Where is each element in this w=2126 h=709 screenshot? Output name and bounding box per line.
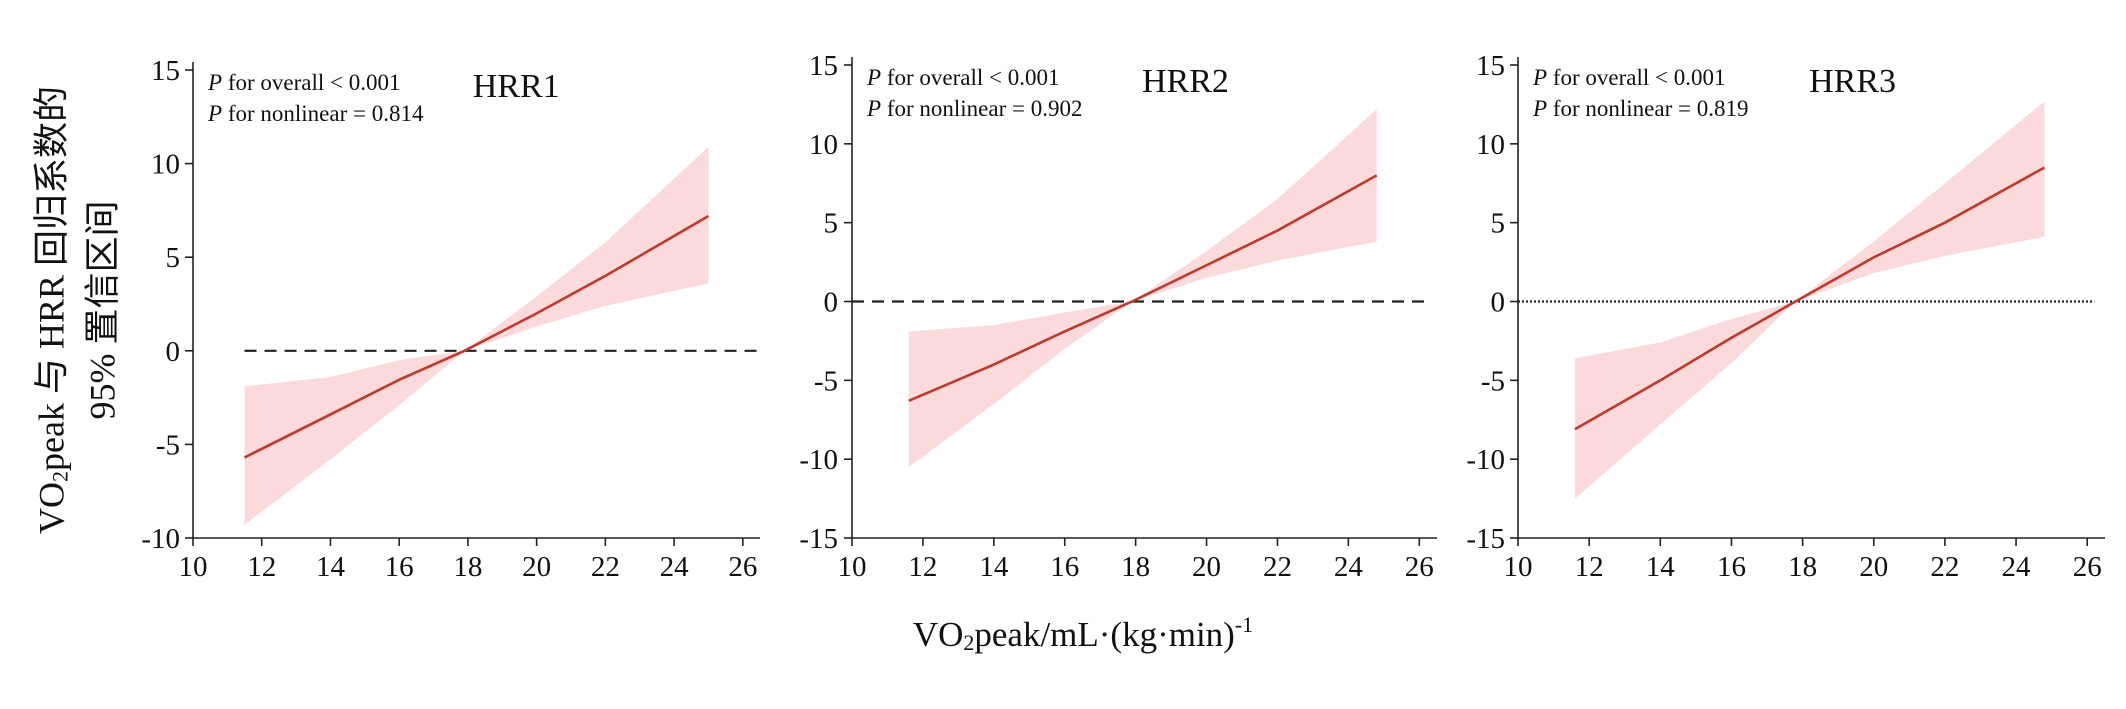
x-tick-label: 16 — [1050, 551, 1079, 583]
x-tick-label: 18 — [1121, 551, 1150, 583]
x-tick-label: 22 — [1263, 551, 1292, 583]
panel-title: HRR1 — [473, 68, 560, 105]
y-tick-label: 5 — [1491, 208, 1506, 240]
y-tick-label: 15 — [1476, 50, 1505, 82]
y-tick-label: -5 — [814, 365, 838, 397]
x-tick-label: 16 — [385, 551, 414, 583]
x-tick-label: 24 — [2002, 551, 2032, 583]
confidence-band — [1574, 101, 2045, 499]
x-tick-label: 26 — [728, 551, 757, 583]
x-axis-label: VO2peak/mL·(kg·min)-1 — [912, 612, 1254, 655]
x-tick-label: 20 — [522, 551, 551, 583]
y-tick-label: -15 — [799, 523, 838, 555]
y-tick-label: 5 — [824, 208, 839, 240]
x-tick-label: 22 — [591, 551, 620, 583]
confidence-band — [244, 146, 709, 525]
y-tick-label: -5 — [1481, 365, 1505, 397]
panel-title: HRR3 — [1809, 63, 1896, 100]
fitted-line — [243, 214, 710, 459]
y-tick-label: 10 — [809, 129, 838, 161]
y-tick-label: -10 — [799, 444, 838, 476]
x-tick-label: 24 — [660, 551, 690, 583]
x-tick-label: 20 — [1192, 551, 1221, 583]
p-value-annotation: P for nonlinear = 0.819 — [1532, 96, 1748, 121]
x-tick-label: 18 — [453, 551, 482, 583]
y-tick-label: -10 — [1466, 444, 1505, 476]
x-tick-label: 16 — [1717, 551, 1746, 583]
y-tick-label: -5 — [156, 429, 180, 461]
x-tick-label: 24 — [1334, 551, 1364, 583]
x-tick-label: 26 — [1405, 551, 1434, 583]
x-tick-label: 10 — [179, 551, 208, 583]
y-tick-label: -10 — [141, 523, 180, 555]
p-value-annotation: P for overall < 0.001 — [866, 65, 1059, 90]
x-tick-label: 12 — [1575, 551, 1604, 583]
confidence-band — [908, 109, 1377, 468]
x-tick-label: 20 — [1859, 551, 1888, 583]
y-tick-label: 10 — [151, 149, 180, 181]
x-tick-label: 10 — [838, 551, 867, 583]
panel-hrr2: 10 12 14 16 18 20 22 24 26 -15 -10 -5 0 5 10 15 P for ov… — [799, 50, 1437, 583]
p-value-annotation: P for nonlinear = 0.902 — [866, 96, 1082, 121]
x-tick-label: 12 — [908, 551, 937, 583]
y-tick-label: -15 — [1466, 523, 1505, 555]
p-value-annotation: P for overall < 0.001 — [207, 70, 400, 95]
y-tick-label: 15 — [151, 55, 180, 87]
x-tick-label: 14 — [316, 551, 346, 583]
p-value-annotation: P for nonlinear = 0.814 — [207, 101, 424, 126]
fitted-line — [1574, 166, 2046, 431]
y-tick-label: 15 — [809, 50, 838, 82]
x-tick-label: 10 — [1504, 551, 1533, 583]
y-tick-label: 0 — [166, 336, 181, 368]
panel-title: HRR2 — [1142, 63, 1229, 100]
x-tick-label: 14 — [1646, 551, 1676, 583]
y-tick-label: 5 — [166, 242, 181, 274]
fitted-line — [908, 174, 1378, 403]
panel-hrr3: 10 12 14 16 18 20 22 24 26 -15 -10 -5 0 5 10 15 P for ov… — [1466, 50, 2105, 583]
x-tick-label: 22 — [1930, 551, 1959, 583]
p-value-annotation: P for overall < 0.001 — [1532, 65, 1725, 90]
x-tick-label: 12 — [247, 551, 276, 583]
panel-hrr1: 10 12 14 16 18 20 22 24 26 -10 -5 0 5 10 15 P for overa… — [141, 55, 760, 583]
x-tick-label: 26 — [2073, 551, 2102, 583]
y-axis-label: VO2peak 与 HRR 回归系数的 95% 置信区间 — [31, 86, 123, 534]
y-tick-label: 0 — [1491, 287, 1506, 319]
x-tick-label: 18 — [1788, 551, 1817, 583]
y-tick-label: 10 — [1476, 129, 1505, 161]
x-tick-label: 14 — [979, 551, 1009, 583]
y-tick-label: 0 — [824, 287, 839, 319]
